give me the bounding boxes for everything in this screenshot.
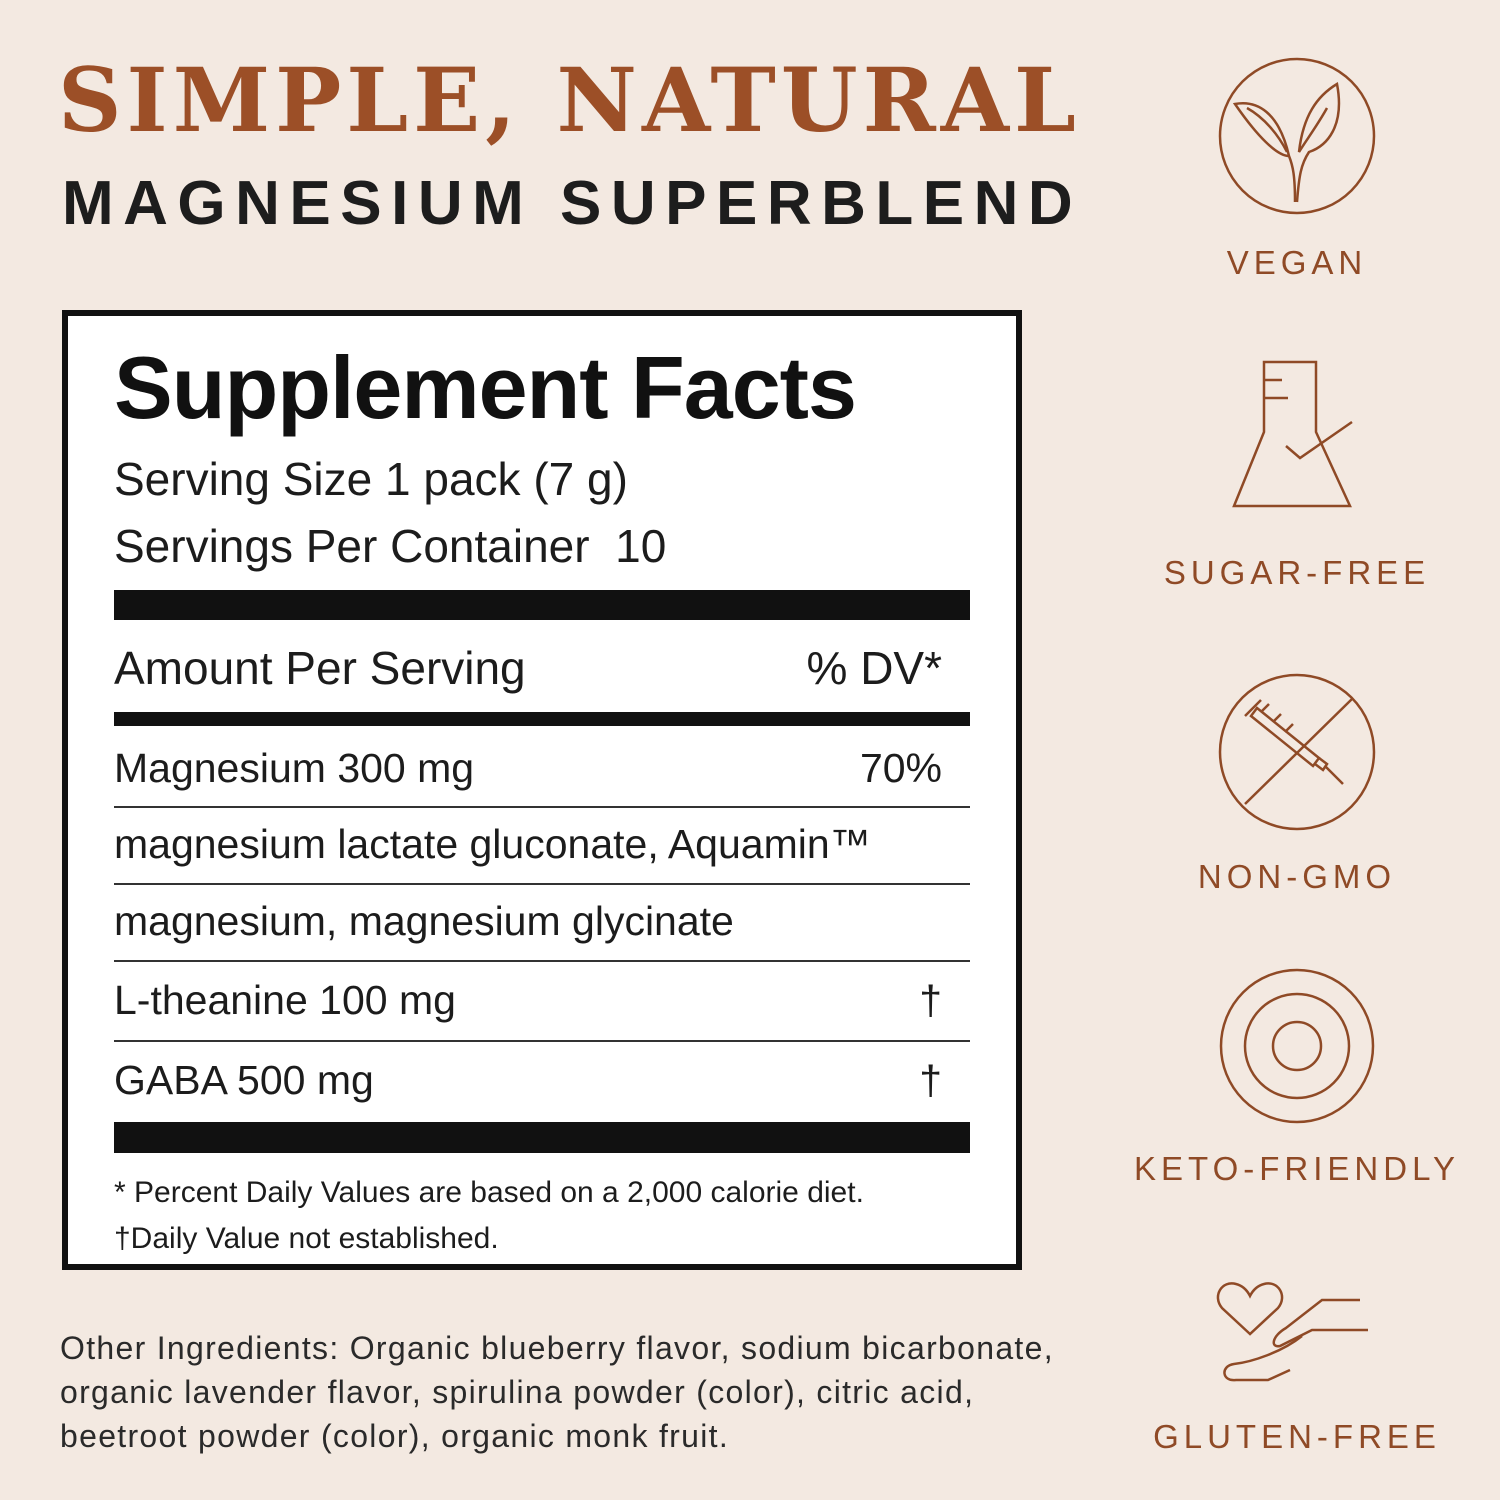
row-divider <box>114 883 970 885</box>
supplement-facts-panel: Supplement Facts Serving Size 1 pack (7 … <box>62 310 1022 1270</box>
thick-divider <box>114 1122 970 1153</box>
badge-sugar-free: SUGAR-FREE <box>1120 358 1474 592</box>
row-divider <box>114 960 970 962</box>
no-syringe-icon <box>1218 673 1376 831</box>
facts-row: magnesium lactate gluconate, Aquamin™ <box>114 814 970 874</box>
footnote-dv: * Percent Daily Values are based on a 2,… <box>114 1176 864 1209</box>
row-name: L-theanine 100 mg <box>114 976 456 1023</box>
footnote-dagger: †Daily Value not established. <box>114 1222 499 1255</box>
leaf-sprout-icon <box>1218 57 1376 215</box>
badge-non-gmo: NON-GMO <box>1120 672 1474 896</box>
row-dv: † <box>919 976 942 1023</box>
medium-divider <box>114 712 970 726</box>
badge-gluten-free: GLUTEN-FREE <box>1120 1278 1474 1456</box>
facts-row: magnesium, magnesium glycinate <box>114 891 970 951</box>
other-ingredients: Other Ingredients: Organic blueberry fla… <box>60 1330 1054 1454</box>
row-dv: † <box>919 1056 942 1103</box>
row-dv: 70% <box>859 744 942 791</box>
row-divider <box>114 806 970 808</box>
badge-label: KETO-FRIENDLY <box>1134 1150 1460 1187</box>
facts-row: Magnesium 300 mg 70% <box>114 736 970 800</box>
row-name: Magnesium 300 mg <box>114 744 475 791</box>
concentric-circles-icon <box>1219 968 1375 1124</box>
serving-size: Serving Size 1 pack (7 g) <box>114 453 628 505</box>
amount-header-row: Amount Per Serving % DV* <box>114 638 970 698</box>
dv-header: % DV* <box>806 642 942 694</box>
badge-label: SUGAR-FREE <box>1163 554 1431 591</box>
amount-header: Amount Per Serving <box>114 642 526 694</box>
badge-label: VEGAN <box>1226 244 1368 281</box>
heart-hand-icon <box>1216 1282 1368 1382</box>
row-divider <box>114 1040 970 1042</box>
badge-vegan: VEGAN <box>1120 56 1474 282</box>
servings-per-container: Servings Per Container 10 <box>114 520 667 572</box>
subheadline: MAGNESIUM SUPERBLEND <box>62 169 1083 238</box>
row-name: magnesium, magnesium glycinate <box>114 897 734 944</box>
headline: SIMPLE, NATURAL <box>58 48 1081 152</box>
facts-row: L-theanine 100 mg † <box>114 968 970 1032</box>
flask-check-icon <box>1232 360 1353 508</box>
facts-title: Supplement Facts <box>114 338 857 437</box>
row-name: magnesium lactate gluconate, Aquamin™ <box>114 820 871 867</box>
badge-label: GLUTEN-FREE <box>1153 1418 1441 1455</box>
badge-label: NON-GMO <box>1197 858 1397 895</box>
badge-keto-friendly: KETO-FRIENDLY <box>1120 966 1474 1188</box>
row-name: GABA 500 mg <box>114 1056 374 1103</box>
facts-row: GABA 500 mg † <box>114 1048 970 1112</box>
thick-divider <box>114 590 970 620</box>
